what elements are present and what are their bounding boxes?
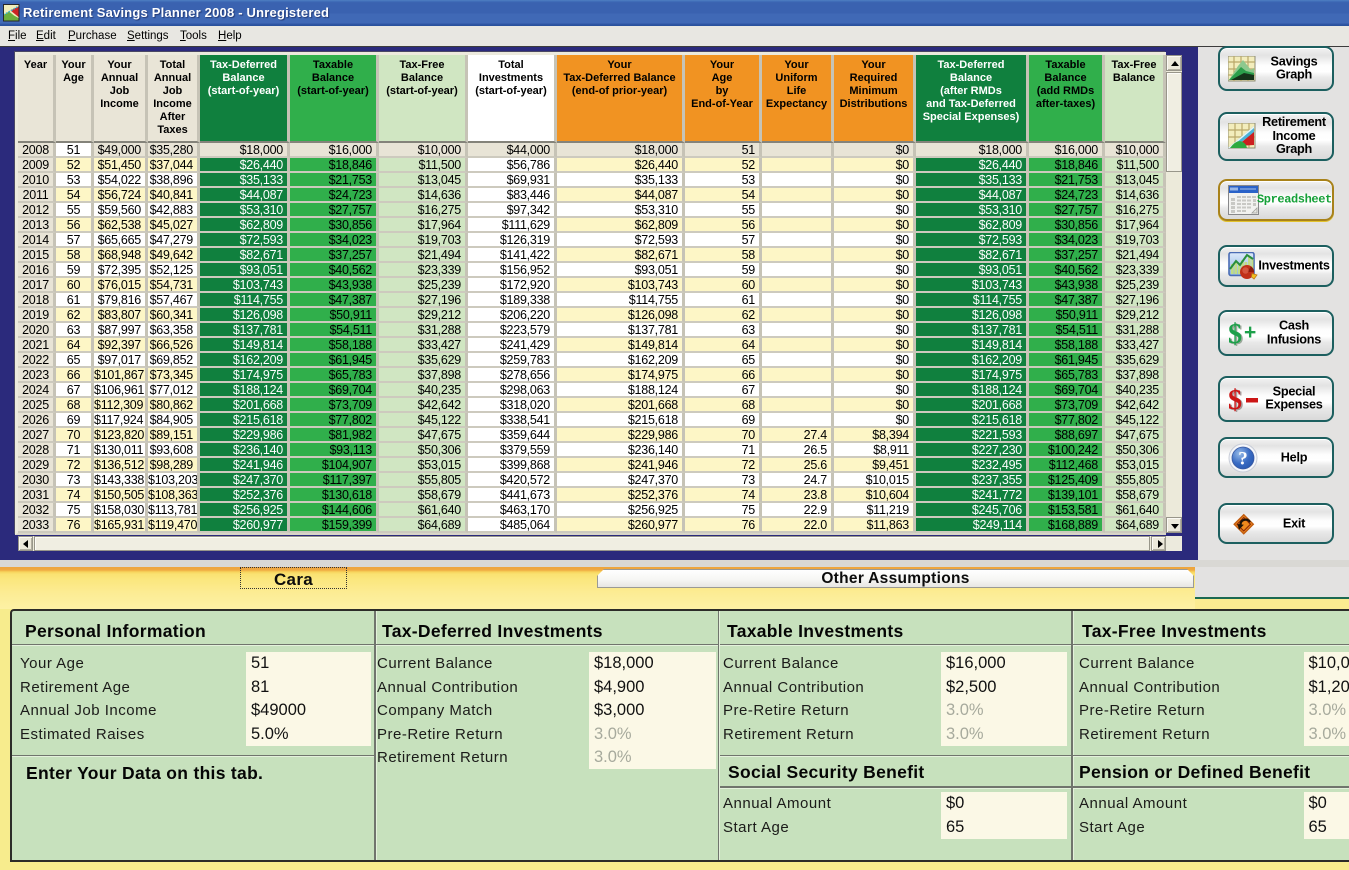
svg-text:+: + xyxy=(1244,321,1256,344)
svg-text:$: $ xyxy=(1230,320,1244,346)
svg-text:$: $ xyxy=(1228,320,1242,346)
svg-text:?: ? xyxy=(1238,448,1248,469)
svg-text:$: $ xyxy=(1228,386,1242,412)
svg-text:$: $ xyxy=(1230,386,1244,412)
